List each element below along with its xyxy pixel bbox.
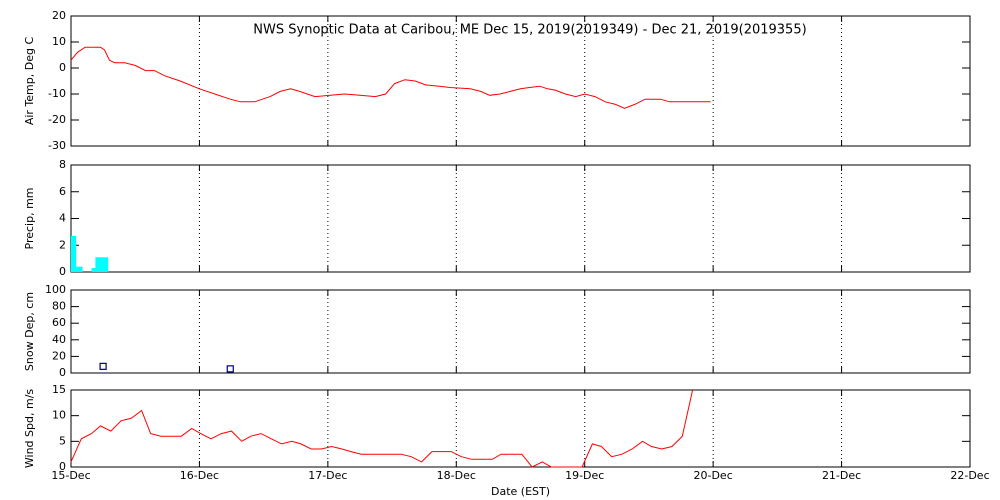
y-axis-label: Precip, mm — [23, 188, 36, 250]
data-line — [70, 46, 711, 109]
y-tick-label: 0 — [59, 265, 66, 278]
y-tick-label: 20 — [52, 9, 66, 22]
y-tick-label: 15 — [52, 383, 66, 396]
chart-title: NWS Synoptic Data at Caribou, ME Dec 15,… — [253, 23, 806, 38]
y-tick-label: 100 — [45, 283, 66, 296]
y-tick-label: 0 — [59, 366, 66, 379]
panel-frame — [70, 389, 971, 468]
y-tick-label: 8 — [59, 158, 66, 171]
bar — [71, 235, 77, 272]
point — [99, 362, 107, 370]
bar — [95, 257, 109, 272]
y-tick-label: 80 — [52, 300, 66, 313]
x-tick-label: 15-Dec — [51, 469, 90, 482]
y-axis-label: Wind Spd, m/s — [23, 389, 36, 469]
y-tick-label: 20 — [52, 349, 66, 362]
y-axis-label: Air Temp, Deg C — [23, 37, 36, 126]
y-tick-label: 40 — [52, 333, 66, 346]
panel-frame — [70, 289, 971, 374]
y-tick-label: 0 — [59, 460, 66, 473]
panel-frame — [70, 164, 971, 273]
y-tick-label: 5 — [59, 434, 66, 447]
y-tick-label: -10 — [48, 87, 66, 100]
y-tick-label: -30 — [48, 139, 66, 152]
y-tick-label: 10 — [52, 409, 66, 422]
x-tick-label: 22-Dec — [950, 469, 989, 482]
y-tick-label: 2 — [59, 238, 66, 251]
x-tick-label: 16-Dec — [180, 469, 219, 482]
bar — [91, 267, 96, 272]
point — [226, 365, 234, 373]
y-tick-label: 60 — [52, 316, 66, 329]
x-tick-label: 17-Dec — [308, 469, 347, 482]
x-tick-label: 20-Dec — [694, 469, 733, 482]
panel-frame — [70, 15, 971, 147]
x-tick-label: 21-Dec — [822, 469, 861, 482]
y-tick-label: 4 — [59, 212, 66, 225]
x-tick-label: 19-Dec — [565, 469, 604, 482]
y-tick-label: 6 — [59, 185, 66, 198]
data-line — [70, 389, 694, 468]
y-tick-label: 0 — [59, 61, 66, 74]
x-tick-label: 18-Dec — [437, 469, 476, 482]
x-axis-label: Date (EST) — [491, 485, 550, 498]
y-axis-label: Snow Dep, cm — [23, 292, 36, 371]
bar — [76, 266, 83, 272]
y-tick-label: -20 — [48, 113, 66, 126]
y-tick-label: 10 — [52, 35, 66, 48]
